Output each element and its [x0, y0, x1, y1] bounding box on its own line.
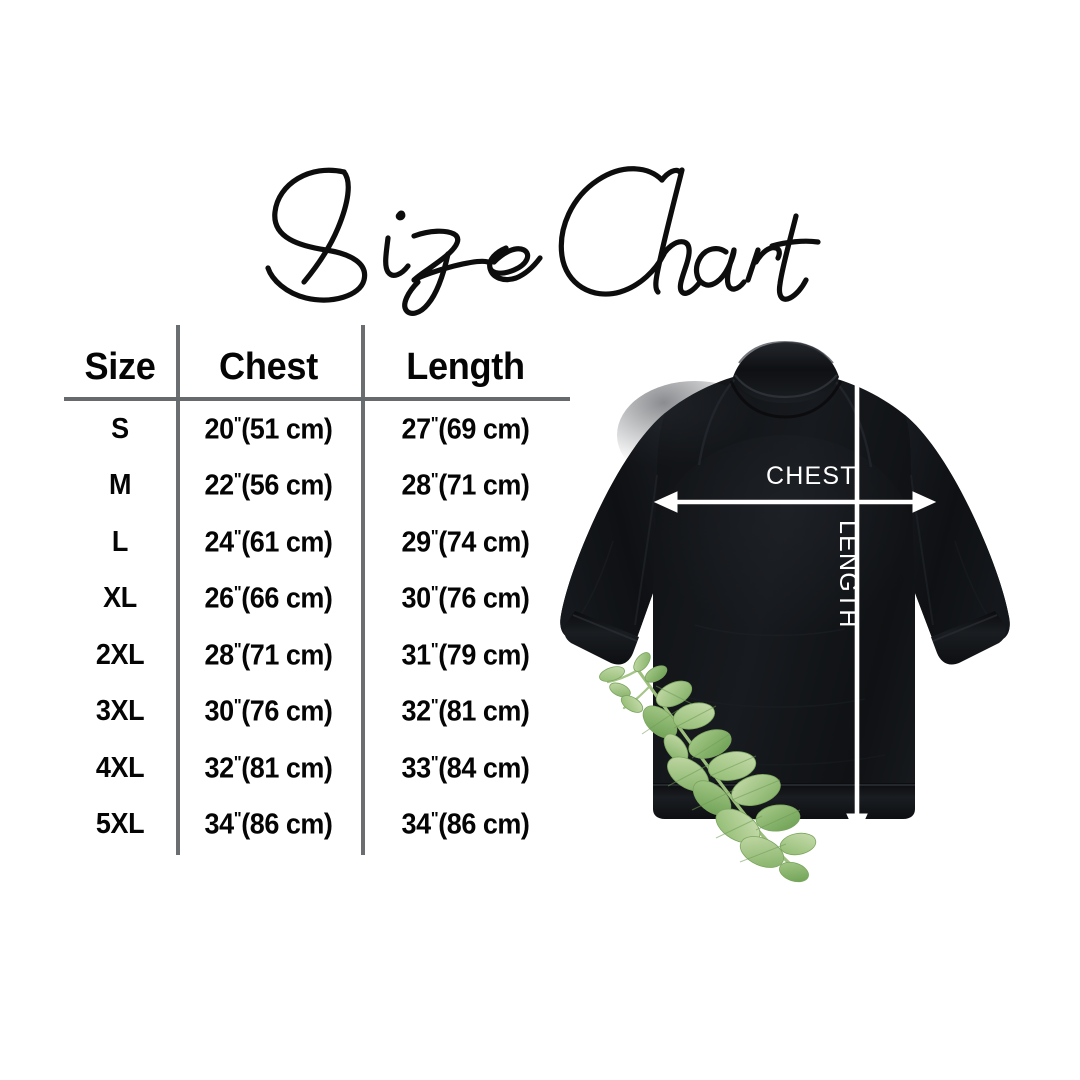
table-cell-chest-inch-symbol: " [233, 525, 242, 546]
table-cell-length-centimeters: (81 cm) [438, 695, 530, 728]
table-cell-chest: 24"(61 cm) [182, 526, 354, 559]
table-cell-chest-inches: 22 [204, 469, 235, 502]
table-cell-chest: 34"(86 cm) [182, 808, 354, 841]
table-cell-chest: 32"(81 cm) [182, 752, 354, 785]
table-cell-size: 4XL [95, 751, 145, 784]
page-title-text: Size Chart [248, 142, 249, 143]
table-body: S 20"(51 cm) 27"(69 cm) M 22"(56 cm) 28"(71 c… [64, 401, 570, 853]
table-cell-length-inch-symbol: " [430, 525, 439, 546]
table-cell-length: 29"(74 cm) [368, 526, 562, 559]
table-cell-chest-inch-symbol: " [233, 469, 242, 490]
table-cell-length-centimeters: (84 cm) [438, 751, 530, 784]
table-cell-length-inches: 33 [401, 751, 432, 784]
table-row: XL 26"(66 cm) 30"(76 cm) [64, 571, 570, 628]
table-cell-length-inches: 34 [401, 808, 432, 841]
table-cell-length-centimeters: (69 cm) [438, 412, 530, 445]
table-cell-length: 31"(79 cm) [368, 639, 562, 672]
table-cell-length: 32"(81 cm) [368, 695, 562, 728]
table-cell-length-centimeters: (71 cm) [438, 469, 530, 502]
table-cell-chest-inch-symbol: " [233, 751, 242, 772]
table-row: 4XL 32"(81 cm) 33"(84 cm) [64, 740, 570, 797]
table-cell-chest-inches: 26 [204, 582, 235, 615]
table-cell-chest-centimeters: (81 cm) [241, 751, 333, 784]
table-row: 5XL 34"(86 cm) 34"(86 cm) [64, 797, 570, 854]
table-row: S 20"(51 cm) 27"(69 cm) [64, 401, 570, 458]
table-cell-chest-inches: 32 [204, 751, 235, 784]
table-cell-chest-inches: 20 [204, 412, 235, 445]
page-title: Size Chart [248, 142, 868, 322]
table-cell-length-inches: 32 [401, 695, 432, 728]
table-row: 3XL 30"(76 cm) 32"(81 cm) [64, 684, 570, 741]
table-cell-chest-inch-symbol: " [233, 808, 242, 829]
table-cell-length-centimeters: (76 cm) [438, 582, 530, 615]
table-column-divider-2 [361, 325, 365, 855]
table-cell-length: 28"(71 cm) [368, 469, 562, 502]
table-cell-chest-centimeters: (76 cm) [241, 695, 333, 728]
eucalyptus-branch-illustration [599, 652, 817, 883]
table-cell-size: 3XL [95, 695, 145, 728]
table-cell-chest-inches: 34 [204, 808, 235, 841]
table-cell-chest-centimeters: (56 cm) [241, 469, 333, 502]
table-cell-chest: 22"(56 cm) [182, 469, 354, 502]
table-cell-length-inch-symbol: " [430, 638, 439, 659]
table-cell-chest-inch-symbol: " [233, 412, 242, 433]
table-cell-length-inch-symbol: " [430, 412, 439, 433]
table-row: L 24"(61 cm) 29"(74 cm) [64, 514, 570, 571]
table-row: M 22"(56 cm) 28"(71 cm) [64, 458, 570, 515]
table-cell-length-inches: 27 [401, 412, 432, 445]
table-cell-length: 30"(76 cm) [368, 582, 562, 615]
table-cell-chest-inch-symbol: " [233, 638, 242, 659]
table-column-divider-1 [176, 325, 180, 855]
table-row: 2XL 28"(71 cm) 31"(79 cm) [64, 627, 570, 684]
table-cell-chest-centimeters: (66 cm) [241, 582, 333, 615]
table-cell-chest: 20"(51 cm) [182, 413, 354, 446]
table-cell-length-inches: 29 [401, 525, 432, 558]
table-cell-size: M [108, 469, 132, 502]
table-cell-size: XL [103, 582, 137, 615]
length-measurement-label: LENGTH [834, 520, 862, 629]
table-cell-size: 5XL [95, 808, 145, 841]
table-cell-chest-inches: 28 [204, 638, 235, 671]
table-header-length: Length [406, 346, 525, 388]
table-cell-chest-inches: 24 [204, 525, 235, 558]
table-cell-length: 27"(69 cm) [368, 413, 562, 446]
sweatshirt-image [545, 325, 1045, 870]
table-cell-length-inches: 28 [401, 469, 432, 502]
page-title-script-art [265, 166, 821, 316]
table-cell-length-inches: 30 [401, 582, 432, 615]
table-header-row: Size Chest Length [64, 325, 570, 397]
table-cell-chest-centimeters: (86 cm) [241, 808, 333, 841]
table-cell-size: S [111, 412, 129, 445]
table-cell-length-inches: 31 [401, 638, 432, 671]
table-cell-size: L [111, 525, 129, 558]
table-cell-chest: 30"(76 cm) [182, 695, 354, 728]
table-cell-length-inch-symbol: " [430, 751, 439, 772]
table-cell-chest-inch-symbol: " [233, 582, 242, 603]
table-cell-length-inch-symbol: " [430, 695, 439, 716]
chest-measurement-label: CHEST [766, 462, 857, 490]
table-cell-length-inch-symbol: " [430, 808, 439, 829]
sweatshirt-illustration [560, 340, 1010, 819]
table-cell-chest: 28"(71 cm) [182, 639, 354, 672]
table-cell-length: 33"(84 cm) [368, 752, 562, 785]
table-header-rule [64, 397, 570, 401]
table-cell-length-inch-symbol: " [430, 582, 439, 603]
table-cell-chest: 26"(66 cm) [182, 582, 354, 615]
table-header-size: Size [84, 346, 156, 388]
table-cell-chest-centimeters: (61 cm) [241, 525, 333, 558]
table-cell-chest-centimeters: (71 cm) [241, 638, 333, 671]
eucalyptus-branch-decoration [598, 648, 823, 888]
table-cell-length-centimeters: (79 cm) [438, 638, 530, 671]
table-cell-length: 34"(86 cm) [368, 808, 562, 841]
table-header-chest: Chest [219, 346, 318, 388]
table-cell-length-centimeters: (86 cm) [438, 808, 530, 841]
size-table: Size Chest Length S 20"(51 cm) 27"(69 cm) M… [64, 325, 570, 857]
table-cell-length-inch-symbol: " [430, 469, 439, 490]
table-cell-size: 2XL [95, 638, 145, 671]
table-cell-length-centimeters: (74 cm) [438, 525, 530, 558]
table-cell-chest-inches: 30 [204, 695, 235, 728]
table-cell-chest-centimeters: (51 cm) [241, 412, 333, 445]
table-cell-chest-inch-symbol: " [233, 695, 242, 716]
